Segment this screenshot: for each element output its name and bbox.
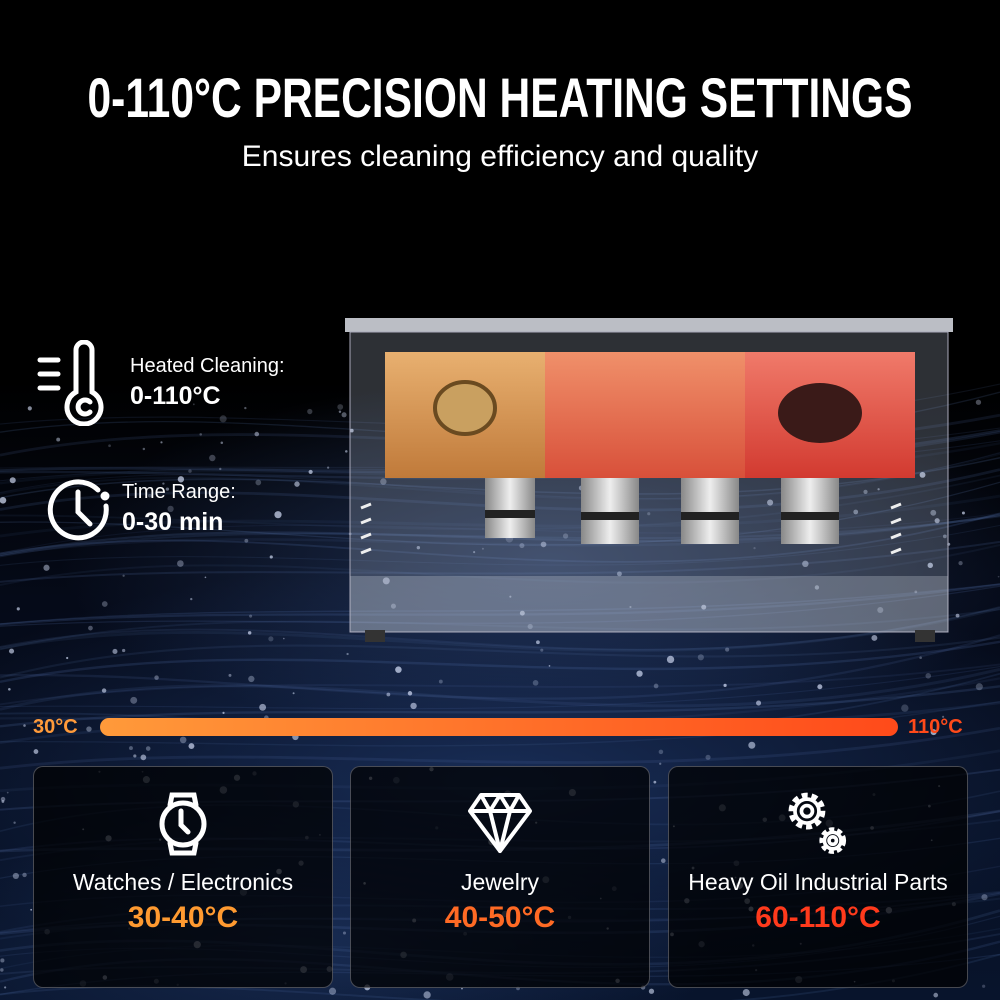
page-title: 0-110°C PRECISION HEATING SETTINGS xyxy=(87,66,913,129)
watch-icon xyxy=(159,792,207,856)
gears-icon xyxy=(788,792,847,854)
scale-min-label: 30°C xyxy=(33,716,78,738)
temperature-scale: 30°C 110°C xyxy=(0,716,1000,738)
clock-icon xyxy=(47,479,110,541)
page-subtitle: Ensures cleaning efficiency and quality xyxy=(241,140,759,173)
card-name: Watches / Electronics xyxy=(72,869,294,895)
compartment-jewelry xyxy=(545,352,745,478)
card-temp: 60-110°C xyxy=(755,901,881,934)
transducers xyxy=(485,478,839,544)
spec-label: Heated Cleaning: xyxy=(130,355,285,377)
spec-time-range: Time Range: 0-30 min xyxy=(36,476,236,542)
card-name: Jewelry xyxy=(461,869,539,895)
spec-value: 0-30 min xyxy=(122,508,224,536)
watch-item xyxy=(433,380,497,436)
card-watches-electronics[interactable]: Watches / Electronics 30-40°C xyxy=(33,766,333,988)
card-temp: 40-50°C xyxy=(444,901,556,934)
scale-max-label: 110°C xyxy=(908,716,963,738)
spec-heated-cleaning: Heated Cleaning: 0-110°C xyxy=(36,340,285,426)
thermometer-icon xyxy=(37,340,104,426)
ultrasonic-cleaner-tank xyxy=(345,318,953,642)
spec-label: Time Range: xyxy=(122,481,236,503)
spec-value: 0-110°C xyxy=(130,382,221,410)
card-name: Heavy Oil Industrial Parts xyxy=(688,869,948,895)
temperature-gradient-bar xyxy=(100,718,898,736)
card-temp: 30-40°C xyxy=(127,901,239,934)
tank-rim xyxy=(345,318,953,332)
card-jewelry[interactable]: Jewelry 40-50°C xyxy=(350,766,650,988)
dirty-part xyxy=(778,383,862,443)
diamond-icon xyxy=(468,793,532,853)
vents xyxy=(360,502,902,555)
card-heavy-oil-industrial-parts[interactable]: Heavy Oil Industrial Parts 60-110°C xyxy=(668,766,968,988)
